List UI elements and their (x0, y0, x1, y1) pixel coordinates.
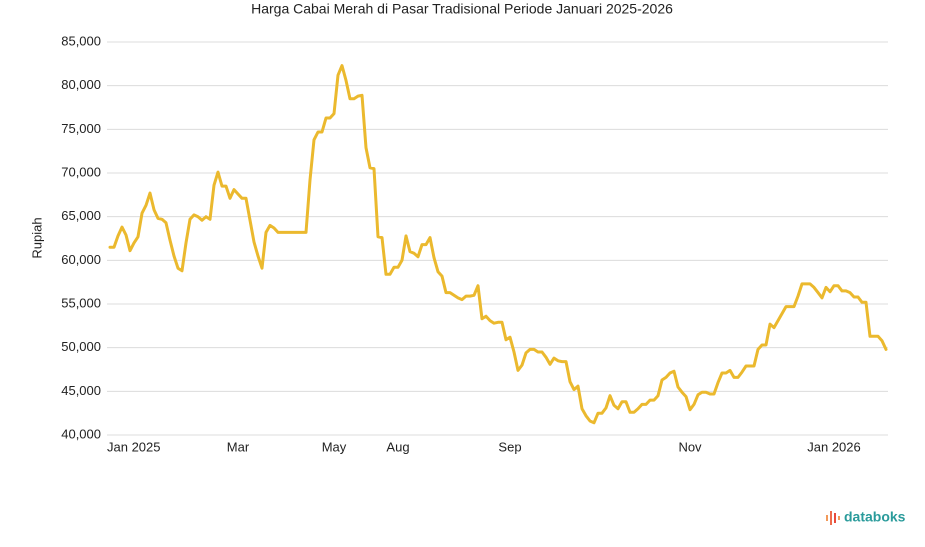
logo-icon (826, 511, 840, 525)
x-tick-label: Mar (227, 439, 250, 454)
y-tick-label: 75,000 (61, 121, 101, 136)
credit: databoks (844, 509, 906, 525)
y-tick-label: 85,000 (61, 33, 101, 48)
y-tick-label: 60,000 (61, 252, 101, 267)
x-tick-label: May (322, 439, 347, 454)
y-tick-label: 40,000 (61, 426, 101, 441)
y-tick-label: 55,000 (61, 295, 101, 310)
y-axis-label: Rupiah (29, 217, 44, 258)
chart-title: Harga Cabai Merah di Pasar Tradisional P… (251, 1, 673, 17)
y-tick-label: 65,000 (61, 208, 101, 223)
x-tick-label: Jan 2025 (107, 439, 161, 454)
x-tick-label: Aug (386, 439, 409, 454)
y-tick-label: 70,000 (61, 164, 101, 179)
y-tick-label: 50,000 (61, 339, 101, 354)
x-tick-label: Sep (498, 439, 521, 454)
line (108, 64, 888, 425)
y-tick-label: 45,000 (61, 383, 101, 398)
x-tick-label: Jan 2026 (807, 439, 861, 454)
y-tick-label: 80,000 (61, 77, 101, 92)
x-tick-label: Nov (678, 439, 702, 454)
